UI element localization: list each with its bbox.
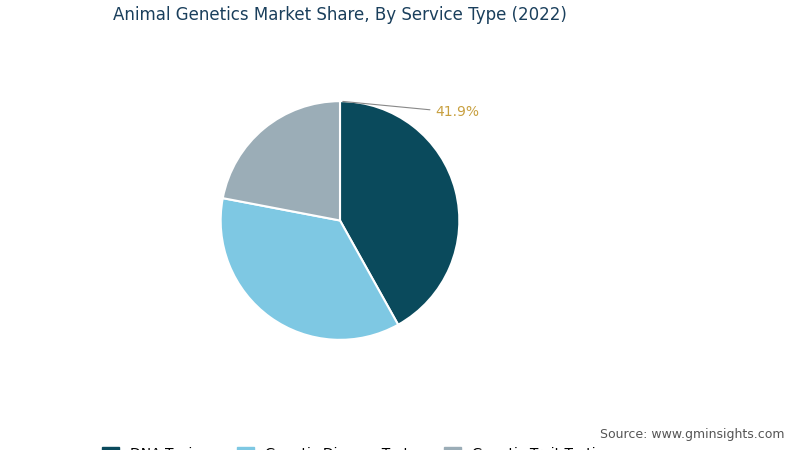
Wedge shape [221,198,398,340]
Title: Animal Genetics Market Share, By Service Type (2022): Animal Genetics Market Share, By Service… [113,6,567,24]
Legend: DNA Typing, Genetic Disease Tests, Genetic Trait Testing: DNA Typing, Genetic Disease Tests, Genet… [96,441,618,450]
Text: Source: www.gminsights.com: Source: www.gminsights.com [599,428,784,441]
Text: 41.9%: 41.9% [342,101,479,119]
Wedge shape [222,101,340,220]
Wedge shape [340,101,459,325]
